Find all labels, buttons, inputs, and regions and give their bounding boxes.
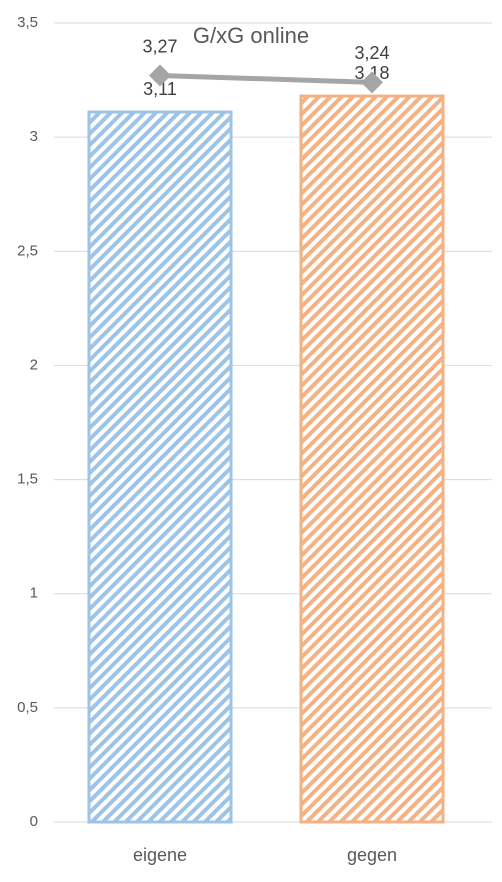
bar-value-label: 3,11 [143, 79, 177, 99]
y-tick-label: 1 [30, 585, 38, 602]
line [159, 73, 373, 85]
x-tick-label: eigene [133, 845, 187, 865]
y-tick-label: 0 [30, 813, 38, 830]
y-tick-label: 3 [30, 128, 38, 145]
chart-title: G/xG online [193, 23, 309, 48]
y-tick-label: 2,5 [17, 242, 38, 259]
line-value-label: 3,24 [354, 43, 389, 63]
line-marker [361, 71, 383, 94]
x-tick-label: gegen [347, 845, 397, 865]
y-tick-label: 3,5 [17, 14, 38, 31]
y-tick-label: 0,5 [17, 699, 38, 716]
bar [87, 110, 233, 824]
line-value-label: 3,27 [142, 36, 177, 56]
y-tick-label: 2 [30, 356, 38, 373]
y-tick-label: 1,5 [17, 471, 38, 488]
line-marker [149, 64, 171, 87]
bar [299, 94, 445, 824]
